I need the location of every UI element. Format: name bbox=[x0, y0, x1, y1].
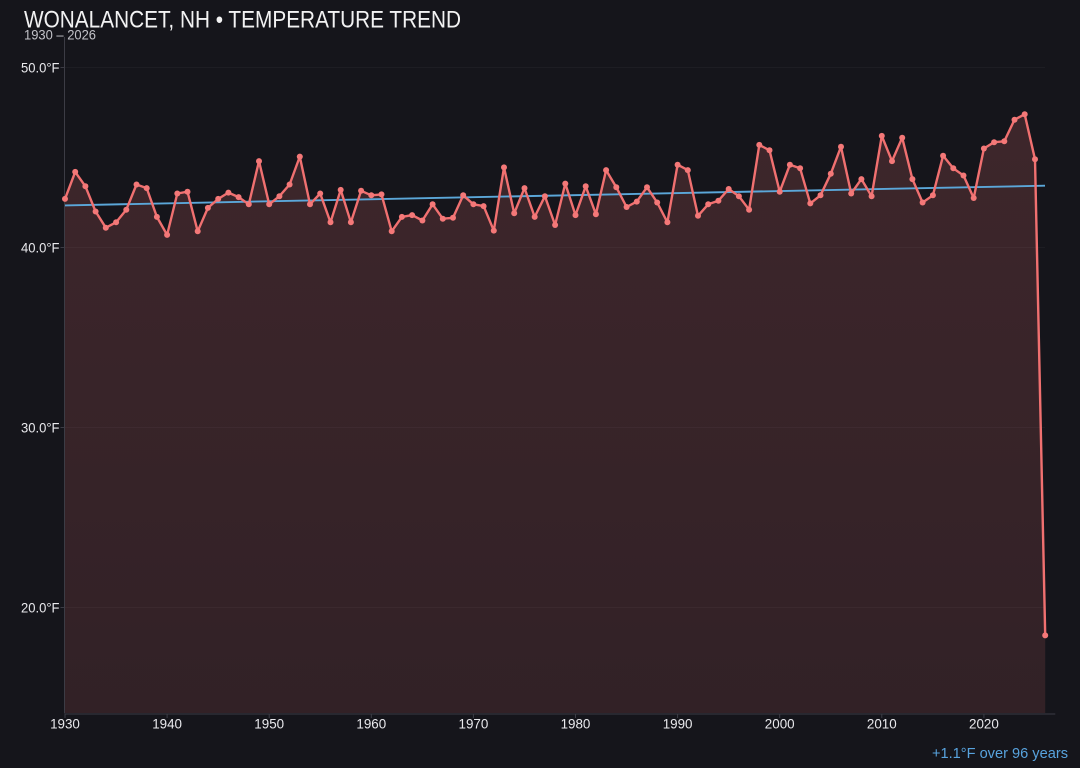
svg-text:30.0°F: 30.0°F bbox=[21, 421, 60, 436]
svg-text:1950: 1950 bbox=[254, 717, 284, 732]
svg-text:50.0°F: 50.0°F bbox=[21, 61, 60, 76]
svg-text:20.0°F: 20.0°F bbox=[21, 601, 60, 616]
svg-text:1940: 1940 bbox=[152, 717, 182, 732]
svg-text:1930: 1930 bbox=[50, 717, 80, 732]
svg-text:1960: 1960 bbox=[356, 717, 386, 732]
svg-text:2020: 2020 bbox=[969, 717, 999, 732]
svg-text:1990: 1990 bbox=[663, 717, 693, 732]
svg-text:1980: 1980 bbox=[561, 717, 591, 732]
svg-text:1970: 1970 bbox=[459, 717, 489, 732]
svg-text:40.0°F: 40.0°F bbox=[21, 241, 60, 256]
svg-text:WONALANCET, NH • TEMPERATURE T: WONALANCET, NH • TEMPERATURE TREND bbox=[24, 7, 461, 34]
svg-text:+1.1°F over 96 years: +1.1°F over 96 years bbox=[932, 746, 1068, 762]
svg-text:2010: 2010 bbox=[867, 717, 897, 732]
svg-text:1930 – 2026: 1930 – 2026 bbox=[24, 28, 96, 44]
svg-text:2000: 2000 bbox=[765, 717, 795, 732]
